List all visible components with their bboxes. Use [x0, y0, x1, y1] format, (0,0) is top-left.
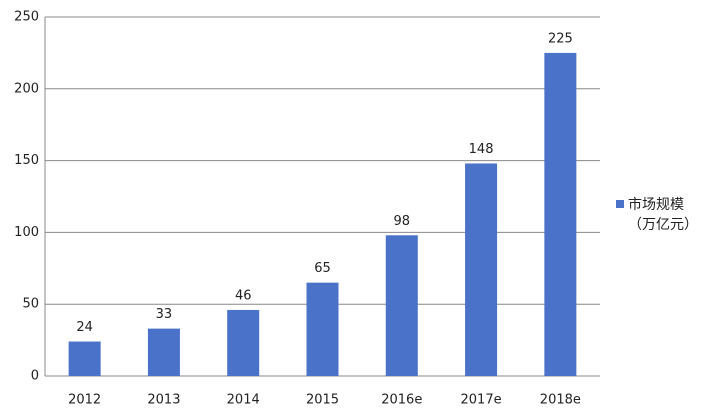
legend-swatch [616, 200, 624, 208]
data-label: 148 [469, 142, 494, 157]
bar [306, 282, 339, 376]
y-tick-label: 250 [14, 10, 39, 25]
bar [544, 52, 577, 377]
data-label: 33 [156, 307, 173, 322]
data-label: 65 [314, 261, 331, 276]
data-label: 225 [548, 31, 573, 46]
x-tick-label: 2012 [68, 393, 101, 408]
data-label: 98 [394, 214, 411, 229]
x-tick-label: 2018e [540, 393, 581, 408]
y-tick-label: 100 [14, 225, 39, 240]
bar [385, 235, 418, 376]
data-label: 24 [76, 320, 93, 335]
x-tick-label: 2016e [381, 393, 422, 408]
bar [227, 309, 260, 376]
x-tick-label: 2017e [461, 393, 502, 408]
y-tick-label: 150 [14, 153, 39, 168]
legend-label: 市场规模（万亿元） [628, 197, 698, 233]
x-tick-label: 2014 [227, 393, 260, 408]
bar [147, 328, 180, 376]
bar [465, 163, 498, 376]
x-tick-label: 2015 [306, 393, 339, 408]
legend: 市场规模（万亿元） [616, 195, 698, 235]
bar [68, 341, 101, 376]
data-label: 46 [235, 288, 252, 303]
y-tick-label: 200 [14, 81, 39, 96]
x-tick-label: 2013 [147, 393, 180, 408]
y-tick-label: 50 [22, 297, 39, 312]
y-tick-label: 0 [31, 369, 39, 384]
